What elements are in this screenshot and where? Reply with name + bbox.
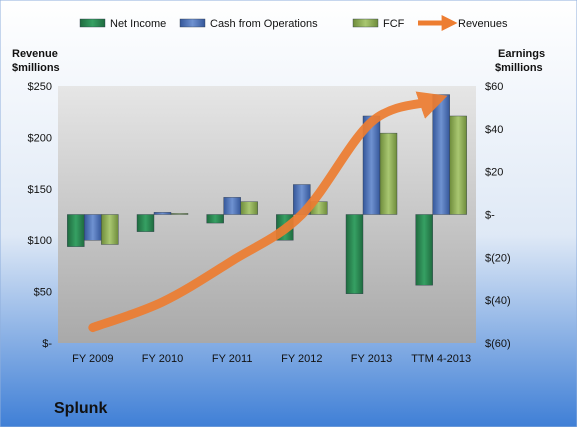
legend-label: Net Income [110,18,166,30]
bar-net-income [136,214,155,232]
left-axis-tick-label: $250 [28,81,52,93]
bar-fcf [449,115,467,215]
legend-swatch-fcf [352,18,379,28]
right-axis-ticks: $(60) $(40) $(20) $- $20 $40 $60 [485,81,511,350]
left-axis-tick-label: $50 [34,287,52,299]
right-axis-tick-label: $- [485,210,495,222]
bar-cash-from-operations [153,212,172,215]
left-axis-ticks: $- $50 $100 $150 $200 $250 [28,81,53,350]
right-axis-tick-label: $60 [485,81,503,93]
right-axis-tick-label: $(20) [485,252,511,264]
legend-label: FCF [383,18,405,30]
legend: Net Income Cash from Operations FCF Revenue… [79,14,508,32]
legend-swatch-net-income [79,18,106,28]
revenue-series [88,91,448,333]
left-axis-tick-label: $100 [28,235,52,247]
category-label: TTM 4-2013 [411,353,471,365]
bar-series [67,94,467,294]
bar-cash-from-operations [432,94,450,215]
bar-net-income [415,214,433,286]
bar-fcf [240,201,258,215]
category-label: FY 2010 [142,353,183,365]
right-axis-tick-label: $(40) [485,295,511,307]
left-axis-title-line1: Revenue [12,48,58,60]
bar-fcf [379,132,398,215]
right-axis-tick-label: $(60) [485,338,511,350]
category-label: FY 2012 [281,353,322,365]
plot-area [58,86,476,343]
category-labels: FY 2009 FY 2010 FY 2011 FY 2012 FY 2013 TTM 4… [72,353,471,365]
bar-net-income [206,214,224,224]
left-axis-title-line2: $millions [12,62,60,74]
bar-net-income [67,214,85,247]
bar-fcf [101,214,119,245]
legend-swatch-cash-from-operations [179,18,206,28]
right-axis-title-line2: $millions [495,62,543,74]
legend-label: Revenues [458,18,508,30]
right-axis-tick-label: $40 [485,124,503,136]
right-axis-title-line1: Earnings [498,48,545,60]
category-label: FY 2013 [351,353,392,365]
left-axis-tick-label: $- [42,338,52,350]
company-name: Splunk [54,400,107,417]
bar-cash-from-operations [223,197,241,215]
right-axis-tick-label: $20 [485,167,503,179]
bar-fcf [170,213,189,215]
left-axis-tick-label: $150 [28,184,52,196]
bar-net-income [345,214,364,294]
bar-cash-from-operations [84,214,102,241]
left-axis-tick-label: $200 [28,132,52,144]
revenues-arrow-line [88,91,448,333]
category-label: FY 2011 [212,353,253,365]
legend-label: Cash from Operations [210,18,318,30]
category-label: FY 2009 [72,353,113,365]
